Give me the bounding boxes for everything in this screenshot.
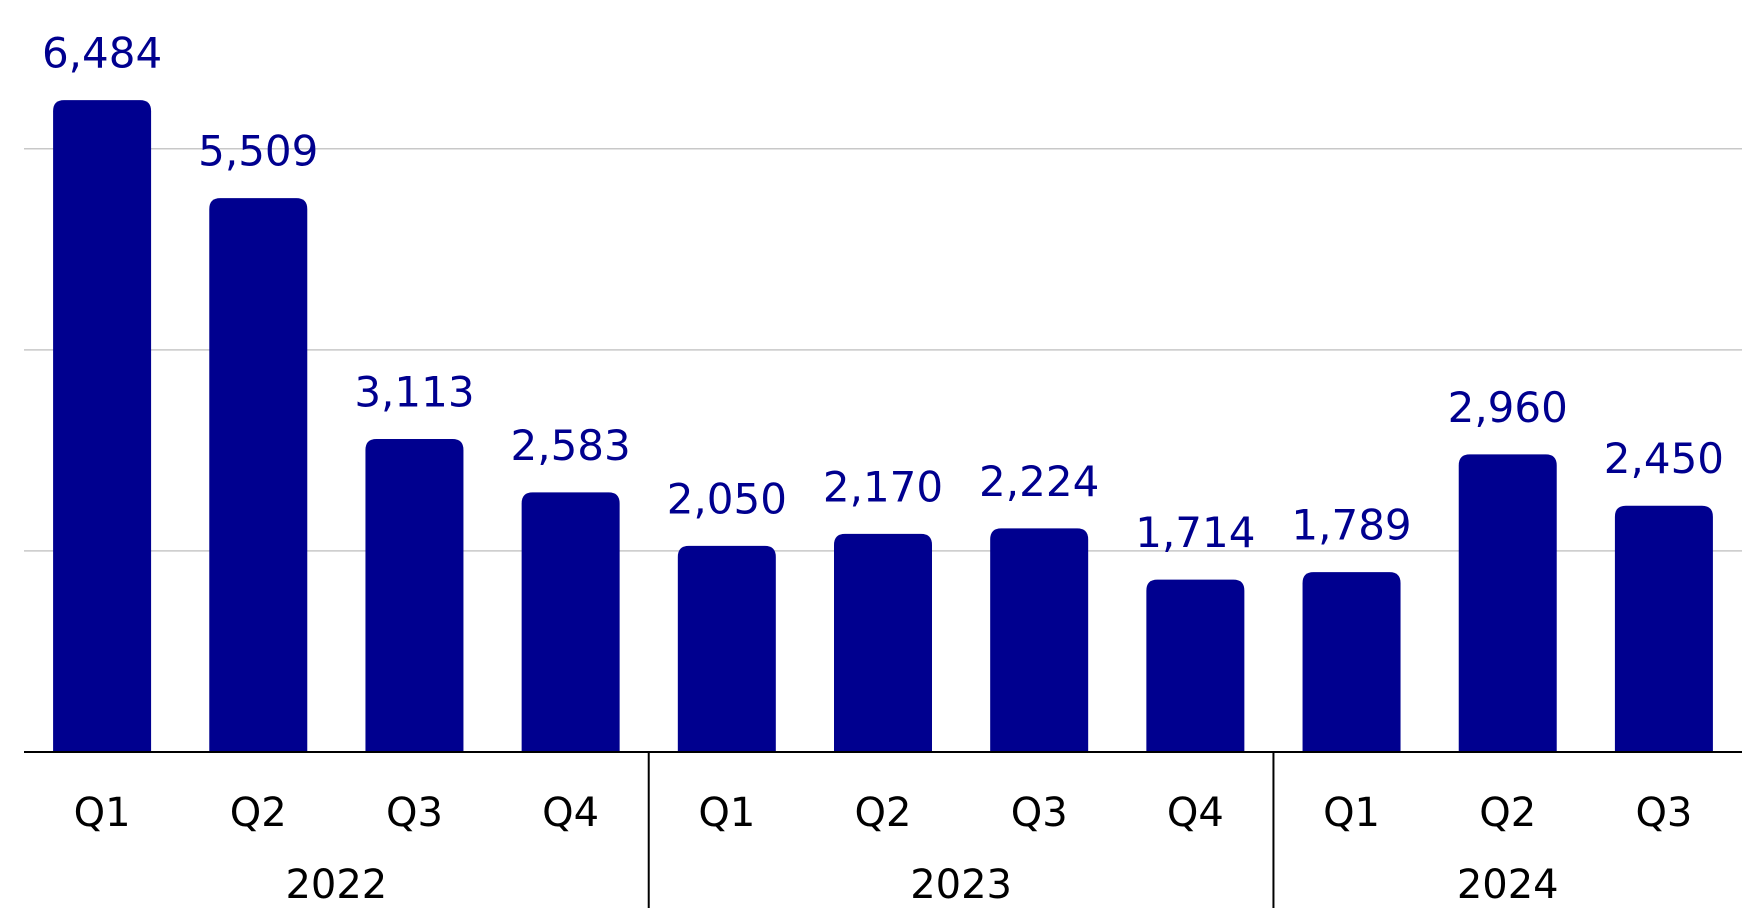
bar [365,439,464,752]
bar [1302,572,1401,752]
value-label: 2,170 [823,462,943,511]
value-label: 6,484 [42,29,162,78]
value-label: 1,789 [1291,501,1411,550]
group-label: 2023 [910,862,1012,908]
value-label: 1,714 [1135,508,1255,557]
value-label: 3,113 [354,368,474,417]
bar [990,528,1089,752]
bar [521,492,620,752]
group-label: 2022 [285,862,387,908]
value-label: 5,509 [198,127,318,176]
x-tick-label: Q3 [1011,790,1068,836]
bar [1458,454,1557,752]
value-label: 2,960 [1448,383,1568,432]
value-label: 2,583 [511,421,631,470]
bar [1614,505,1713,752]
x-tick-label: Q1 [1323,790,1380,836]
x-tick-label: Q2 [230,790,287,836]
x-tick-label: Q1 [74,790,131,836]
bar [677,545,776,752]
bar [1146,579,1245,752]
group-label: 2024 [1457,862,1559,908]
bar [834,533,932,752]
x-tick-label: Q2 [1479,790,1536,836]
x-tick-label: Q1 [698,790,755,836]
x-tick-label: Q3 [386,790,443,836]
value-label: 2,224 [979,457,1099,506]
x-tick-label: Q3 [1635,790,1692,836]
value-label: 2,050 [667,474,787,523]
value-label: 2,450 [1604,434,1724,483]
x-tick-label: Q4 [542,790,599,836]
x-tick-label: Q2 [855,790,912,836]
x-tick-label: Q4 [1167,790,1224,836]
bar [209,198,308,753]
bar [53,100,152,752]
